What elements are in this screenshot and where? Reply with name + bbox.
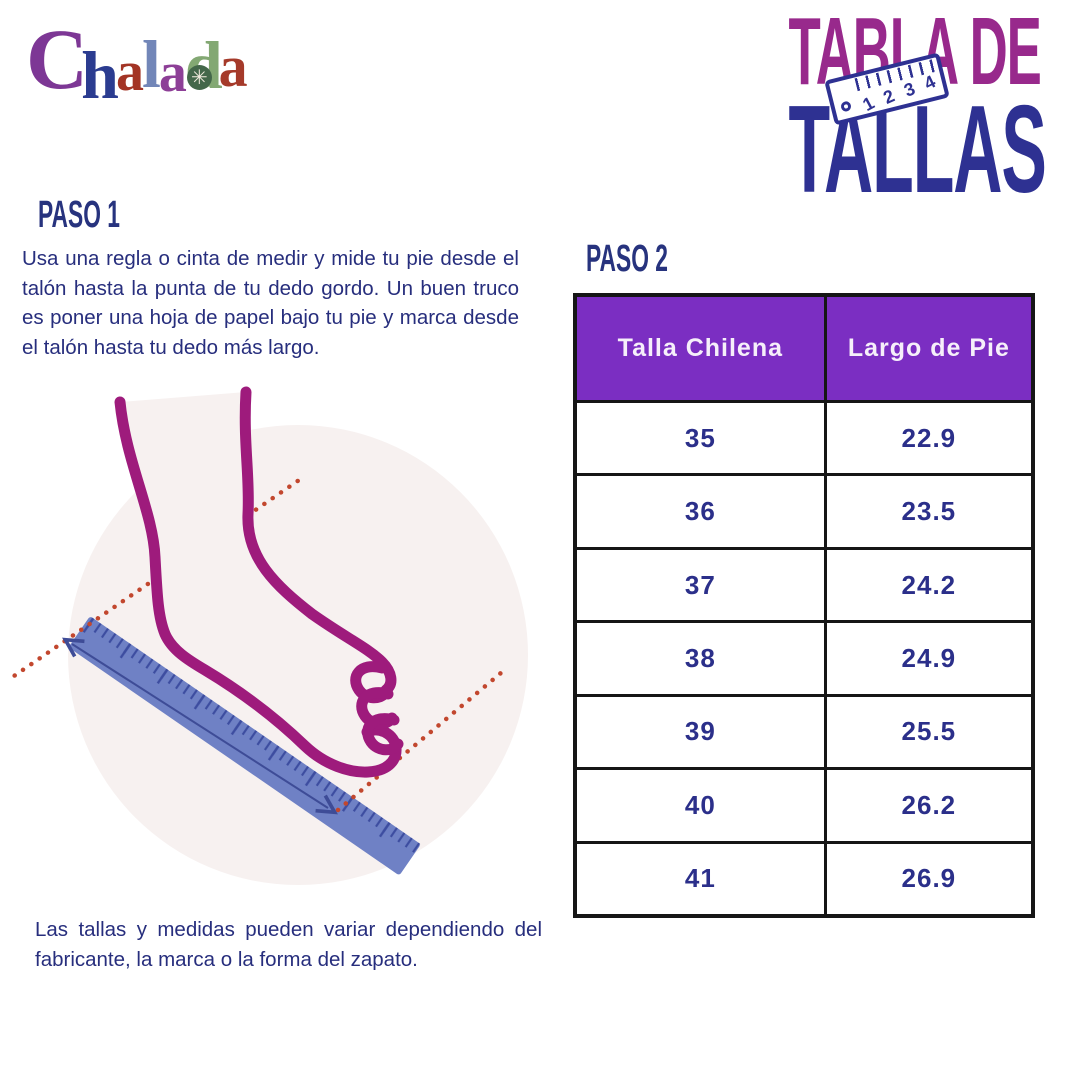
measurement-arrow bbox=[62, 637, 338, 815]
tape-hole bbox=[839, 100, 853, 113]
table-row: 36 23.5 bbox=[577, 476, 1031, 550]
size-cell: 38 bbox=[577, 623, 827, 694]
table-row: 40 26.2 bbox=[577, 770, 1031, 844]
step1-instructions: Usa una regla o cinta de medir y mide tu… bbox=[22, 247, 519, 359]
foot-fill bbox=[120, 392, 397, 773]
tape-number: 4 bbox=[920, 71, 939, 94]
step2-heading: PASO 2 bbox=[586, 240, 723, 278]
table-row: 38 24.9 bbox=[577, 623, 1031, 697]
foot-outline bbox=[114, 386, 404, 778]
size-cell: 41 bbox=[577, 843, 827, 914]
tape-number: 3 bbox=[901, 78, 918, 101]
toe-dotted-line bbox=[335, 664, 511, 813]
logo-letter: C bbox=[26, 11, 89, 107]
brand-logo: C h a l a d ✳ a bbox=[26, 11, 248, 109]
size-cell: 37 bbox=[577, 549, 827, 621]
length-cell: 26.9 bbox=[901, 863, 957, 894]
step1-heading-text: PASO 1 bbox=[38, 194, 120, 236]
header-cell-largo-de-pie: Largo de Pie bbox=[847, 334, 1010, 362]
logo-letter: a bbox=[218, 34, 248, 99]
logo-letter: a bbox=[158, 42, 187, 104]
size-cell: 35 bbox=[577, 403, 827, 474]
length-cell: 25.5 bbox=[901, 716, 957, 747]
length-cell: 24.2 bbox=[901, 569, 957, 600]
table-row: 41 26.9 bbox=[577, 843, 1031, 914]
table-row: 39 25.5 bbox=[577, 696, 1031, 771]
logo-letter: h bbox=[81, 37, 119, 113]
flower-icon: ✳ bbox=[186, 65, 212, 90]
length-cell: 23.5 bbox=[901, 496, 957, 527]
disclaimer-note: Las tallas y medidas pueden variar depen… bbox=[35, 918, 542, 971]
tape-number: 2 bbox=[880, 85, 898, 108]
logo-letter: l bbox=[141, 26, 161, 102]
size-cell: 40 bbox=[577, 770, 827, 841]
logo-letter-d: d ✳ bbox=[185, 31, 223, 99]
foot-back-sole-line bbox=[114, 396, 402, 778]
toe-curl-3 bbox=[362, 713, 404, 756]
foot-measurement-illustration bbox=[10, 386, 528, 885]
size-table: Talla Chilena Largo de Pie 35 22.9 36 23… bbox=[573, 293, 1035, 918]
table-row: 37 24.2 bbox=[577, 549, 1031, 624]
step1-heading: PASO 1 bbox=[38, 196, 175, 234]
header-cell-talla-chilena: Talla Chilena bbox=[577, 297, 827, 400]
table-row: 35 22.9 bbox=[577, 403, 1031, 477]
tape-number: 1 bbox=[859, 92, 878, 116]
page-title: TABLA DE TALLAS 1 2 3 4 bbox=[712, 4, 1052, 213]
logo-letter: a bbox=[115, 41, 144, 103]
size-cell: 39 bbox=[577, 696, 827, 768]
length-cell: 26.2 bbox=[901, 789, 957, 820]
heel-dotted-line bbox=[10, 475, 305, 682]
size-cell: 36 bbox=[577, 476, 827, 547]
length-cell: 24.9 bbox=[901, 642, 957, 673]
size-table-header-row: Talla Chilena Largo de Pie bbox=[577, 297, 1031, 403]
length-cell: 22.9 bbox=[901, 422, 957, 453]
step2-heading-text: PASO 2 bbox=[586, 238, 668, 280]
